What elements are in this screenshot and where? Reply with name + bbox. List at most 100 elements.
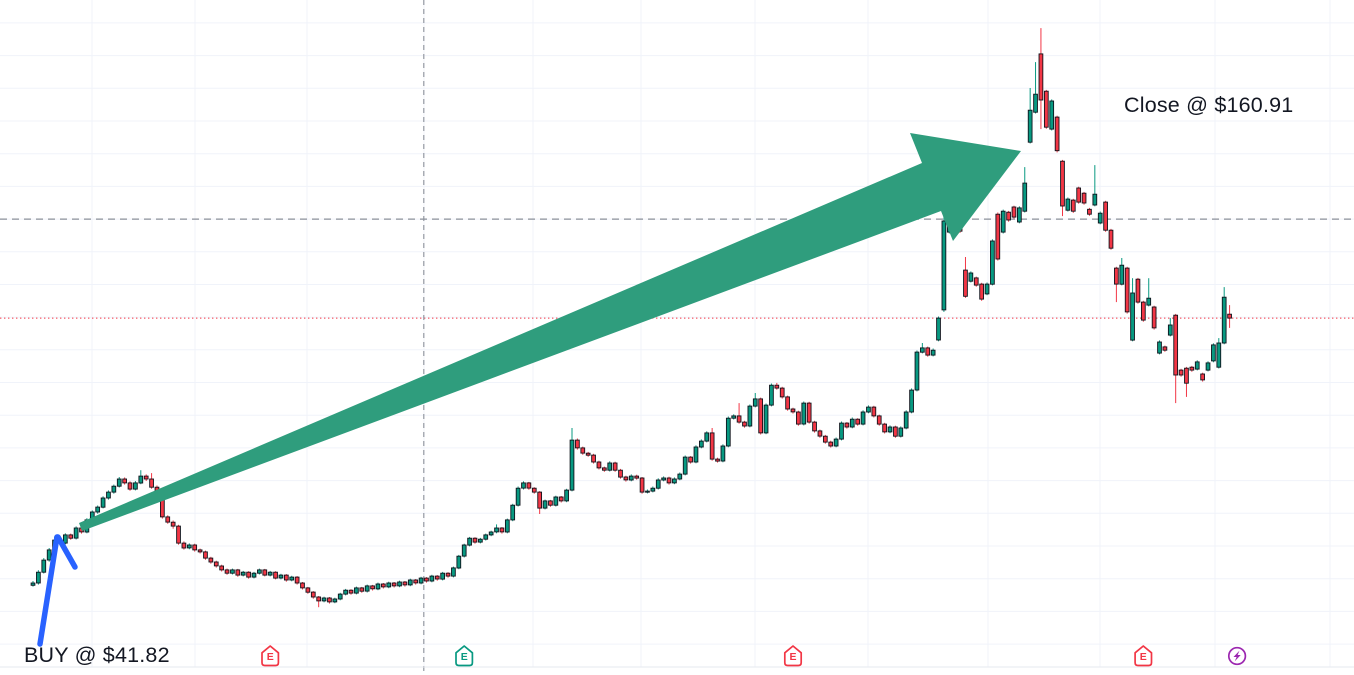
candle-down	[855, 418, 861, 425]
svg-text:E: E	[267, 651, 274, 663]
candle-down	[413, 579, 419, 584]
candle-down	[623, 476, 629, 481]
candle-down	[1124, 267, 1130, 313]
candle-up	[1194, 361, 1200, 370]
candle-up	[564, 489, 569, 502]
candle-up	[278, 574, 284, 579]
candle-down	[402, 581, 408, 586]
candle-up	[186, 544, 192, 549]
candle-down	[1006, 211, 1011, 221]
candle-down	[742, 421, 747, 427]
candle-up	[1130, 292, 1135, 341]
candle-up	[920, 347, 925, 353]
candle-down	[445, 572, 451, 577]
candle-up	[407, 579, 413, 586]
candle-down	[499, 527, 505, 533]
svg-text:E: E	[1140, 651, 1147, 663]
candle-up	[731, 415, 737, 419]
candle-up	[1097, 212, 1103, 224]
candle-down	[973, 277, 979, 286]
candle-down	[526, 482, 532, 489]
trend-arrow-drawing[interactable]	[79, 133, 1021, 531]
earnings-marker-icon[interactable]: E	[261, 645, 280, 667]
candle-up	[833, 438, 839, 447]
candle-down	[192, 544, 198, 551]
candle-down	[149, 478, 154, 488]
candle-down	[434, 575, 440, 580]
svg-text:E: E	[789, 651, 796, 663]
candle-down	[235, 569, 241, 576]
candle-down	[1184, 367, 1189, 384]
candle-down	[127, 482, 133, 490]
candle-up	[1216, 342, 1222, 368]
candle-down	[575, 439, 580, 449]
candle-up	[1092, 193, 1098, 206]
candle-down	[979, 283, 984, 300]
candle-up	[1017, 207, 1022, 223]
candle-down	[262, 569, 268, 576]
candle-down	[359, 587, 365, 592]
candle-down	[612, 462, 618, 471]
candle-up	[909, 389, 914, 413]
candle-up	[467, 537, 472, 546]
candle-up	[693, 446, 699, 463]
candle-up	[930, 349, 936, 356]
split-marker-icon[interactable]	[1227, 646, 1247, 666]
candle-down	[1043, 90, 1049, 128]
candle-down	[1081, 192, 1087, 204]
candle-down	[871, 406, 877, 417]
earnings-marker-icon[interactable]: E	[783, 645, 803, 667]
candle-down	[68, 534, 74, 539]
candle-up	[30, 582, 36, 586]
candle-up	[542, 500, 548, 509]
candle-up	[699, 440, 704, 448]
candle-up	[941, 220, 947, 311]
candle-down	[596, 461, 602, 469]
candle-up	[483, 534, 489, 540]
candle-up	[364, 585, 370, 592]
candle-down	[548, 500, 553, 506]
candle-down	[327, 597, 332, 603]
candle-up	[504, 519, 510, 533]
candle-up	[73, 527, 79, 539]
candle-up	[240, 571, 246, 576]
candle-down	[812, 421, 817, 432]
candle-up	[887, 426, 893, 433]
candle-down	[176, 525, 181, 544]
candle-down	[1189, 366, 1195, 371]
candle-down	[537, 491, 543, 509]
candle-down	[219, 565, 224, 571]
candle-up	[230, 569, 235, 574]
candle-up	[95, 506, 101, 513]
candle-up	[849, 418, 855, 428]
candle-up	[1065, 198, 1071, 211]
candle-down	[639, 477, 645, 493]
candle-down	[316, 596, 322, 602]
candle-up	[440, 572, 445, 580]
candle-up	[1022, 182, 1028, 212]
candle-down	[585, 452, 591, 456]
candle-down	[828, 441, 834, 447]
candle-down	[165, 516, 171, 523]
candle-up	[343, 589, 348, 595]
earnings-marker-icon[interactable]: E	[1134, 645, 1153, 667]
candle-up	[569, 439, 575, 491]
candle-down	[806, 402, 812, 423]
candle-down	[1070, 199, 1076, 212]
candle-down	[580, 447, 586, 454]
candle-up	[607, 462, 613, 471]
candle-up	[769, 384, 774, 406]
candle-up	[494, 527, 499, 533]
buy-pointer-arrow-drawing[interactable]	[37, 534, 78, 647]
candle-down	[1162, 346, 1168, 351]
candle-up	[677, 473, 683, 480]
candles-series	[30, 28, 1232, 608]
candle-down	[348, 589, 354, 594]
candle-down	[310, 591, 316, 598]
candle-down	[531, 487, 537, 493]
candle-up	[36, 571, 41, 584]
earnings-marker-icon[interactable]: E	[455, 645, 474, 667]
candle-down	[995, 213, 1001, 260]
candle-up	[898, 427, 904, 437]
